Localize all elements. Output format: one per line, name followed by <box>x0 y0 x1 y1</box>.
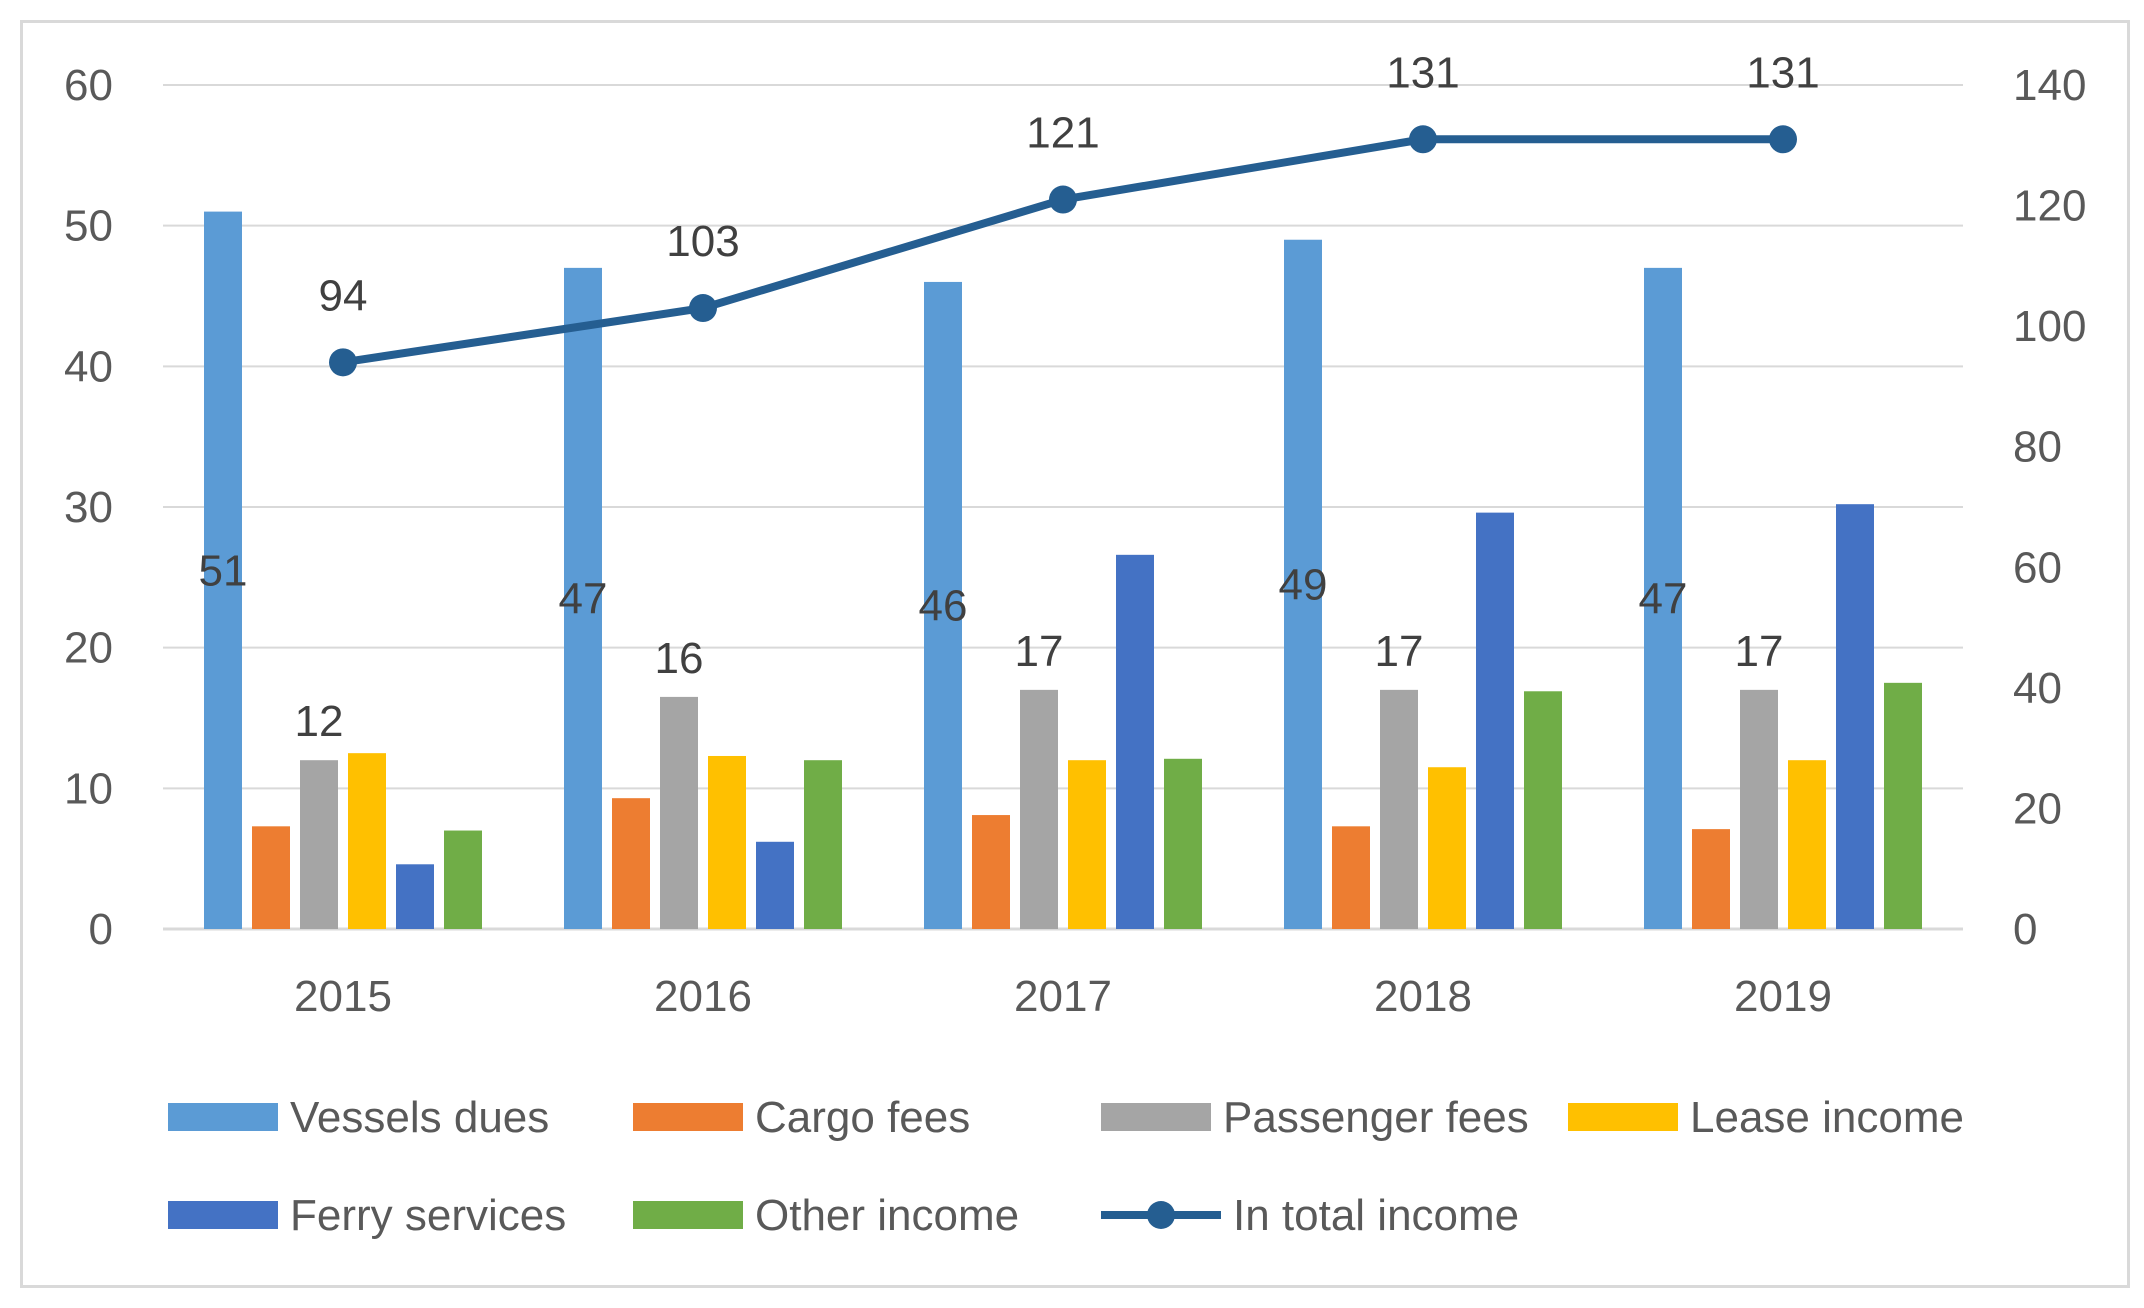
legend-label-passenger-fees: Passenger fees <box>1223 1093 1529 1142</box>
data-label: 17 <box>1015 627 1064 676</box>
line-data-label: 131 <box>1746 48 1819 97</box>
axes: 0 10 20 30 40 50 60 0 20 40 60 80 100 120 140 2015 2016 2… <box>64 61 2086 1021</box>
line-marker <box>1409 125 1437 154</box>
legend-swatch-other-income <box>633 1201 743 1229</box>
legend-label-lease-income: Lease income <box>1690 1093 1964 1142</box>
y2-tick-label: 60 <box>2013 543 2062 592</box>
data-label: 17 <box>1735 627 1784 676</box>
bar-other-income <box>804 760 842 929</box>
bars <box>204 211 1922 930</box>
bar-passenger-fees <box>1380 689 1418 929</box>
legend: Vessels dues Cargo fees Passenger fees Leas… <box>168 1093 1964 1240</box>
bar-lease-income <box>1428 767 1466 929</box>
y2-tick-label: 140 <box>2013 61 2086 110</box>
legend-label-ferry-services: Ferry services <box>290 1191 566 1240</box>
y-tick-label: 10 <box>64 764 113 813</box>
legend-label-cargo-fees: Cargo fees <box>755 1093 970 1142</box>
bar-vessels-dues <box>204 211 242 930</box>
line-marker <box>689 294 717 323</box>
legend-label-vessels-dues: Vessels dues <box>290 1093 549 1142</box>
line-data-label: 94 <box>319 271 368 320</box>
legend-swatch-cargo-fees <box>633 1103 743 1131</box>
data-label: 51 <box>199 546 248 595</box>
y-tick-label: 20 <box>64 624 113 673</box>
line-data-label: 131 <box>1386 48 1459 97</box>
line-marker <box>1769 125 1797 154</box>
bar-passenger-fees <box>300 760 338 929</box>
y2-tick-label: 0 <box>2013 905 2037 954</box>
data-labels: 51 47 46 49 47 12 16 17 17 17 94 103 121 131 131 <box>199 48 1820 746</box>
bar-vessels-dues <box>564 267 602 929</box>
bar-other-income <box>444 830 482 929</box>
y-tick-label: 0 <box>89 905 113 954</box>
total-income-line <box>329 125 1797 377</box>
y-tick-label: 50 <box>64 202 113 251</box>
data-label: 16 <box>655 634 704 683</box>
bar-cargo-fees <box>1332 826 1370 929</box>
y2-tick-label: 20 <box>2013 784 2062 833</box>
y-tick-label: 30 <box>64 483 113 532</box>
x-tick-label: 2015 <box>294 972 392 1021</box>
bar-lease-income <box>348 753 386 929</box>
data-label: 12 <box>295 697 344 746</box>
bar-vessels-dues <box>924 281 962 929</box>
y2-tick-label: 100 <box>2013 302 2086 351</box>
y2-tick-label: 40 <box>2013 664 2062 713</box>
bar-vessels-dues <box>1284 239 1322 929</box>
bar-cargo-fees <box>972 815 1010 929</box>
line-total-income <box>342 135 1783 367</box>
y2-tick-label: 120 <box>2013 182 2086 231</box>
x-tick-label: 2016 <box>654 972 752 1021</box>
bar-ferry-services <box>1116 554 1154 929</box>
chart-frame: 51 47 46 49 47 12 16 17 17 17 94 103 121 131 131 0 10 20… <box>20 20 2130 1288</box>
y-tick-label: 40 <box>64 342 113 391</box>
bar-ferry-services <box>756 841 794 929</box>
bar-cargo-fees <box>252 826 290 929</box>
y-tick-label: 60 <box>64 61 113 110</box>
data-label: 47 <box>1639 574 1688 623</box>
data-label: 49 <box>1279 560 1328 609</box>
bar-other-income <box>1164 758 1202 929</box>
legend-marker <box>1147 1201 1175 1229</box>
legend-swatch-ferry-services <box>168 1201 278 1229</box>
bar-other-income <box>1524 691 1562 929</box>
data-label: 47 <box>559 574 608 623</box>
bar-cargo-fees <box>1692 829 1730 929</box>
bar-ferry-services <box>1836 504 1874 929</box>
chart: 51 47 46 49 47 12 16 17 17 17 94 103 121 131 131 0 10 20… <box>64 48 2086 1240</box>
bar-passenger-fees <box>1020 689 1058 929</box>
bar-ferry-services <box>396 864 434 929</box>
bar-ferry-services <box>1476 512 1514 929</box>
y2-tick-label: 80 <box>2013 423 2062 472</box>
bar-passenger-fees <box>660 696 698 929</box>
bar-cargo-fees <box>612 798 650 929</box>
bar-other-income <box>1884 682 1922 929</box>
line-marker <box>1049 185 1077 214</box>
x-tick-label: 2017 <box>1014 972 1112 1021</box>
bar-passenger-fees <box>1740 689 1778 929</box>
bar-lease-income <box>1068 760 1106 929</box>
bar-lease-income <box>708 755 746 929</box>
legend-swatch-lease-income <box>1568 1103 1678 1131</box>
data-label: 46 <box>919 581 968 630</box>
x-tick-label: 2019 <box>1734 972 1832 1021</box>
bar-vessels-dues <box>1644 267 1682 929</box>
legend-swatch-vessels-dues <box>168 1103 278 1131</box>
line-data-label: 103 <box>666 217 739 266</box>
line-marker <box>329 348 357 377</box>
legend-label-in-total-income: In total income <box>1233 1191 1519 1240</box>
bar-lease-income <box>1788 760 1826 929</box>
legend-label-other-income: Other income <box>755 1191 1019 1240</box>
data-label: 17 <box>1375 627 1424 676</box>
line-data-label: 121 <box>1026 109 1099 158</box>
x-tick-label: 2018 <box>1374 972 1472 1021</box>
legend-swatch-passenger-fees <box>1101 1103 1211 1131</box>
